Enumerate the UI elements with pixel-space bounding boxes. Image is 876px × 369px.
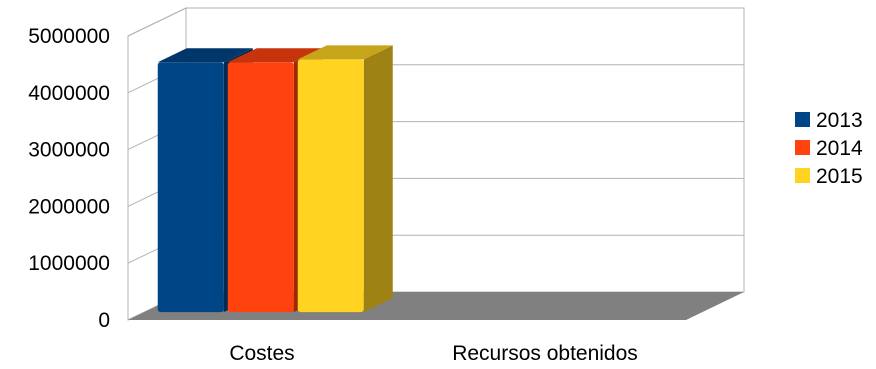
legend-swatch (795, 112, 810, 127)
x-axis-category-labels: Costes Recursos obtenidos (229, 342, 638, 365)
legend-swatch (795, 140, 810, 155)
bar-side (363, 45, 393, 313)
bars (157, 45, 393, 313)
legend-label: 2013 (816, 109, 863, 132)
x-category-label: Costes (229, 342, 294, 364)
y-tick-label: 0 (98, 309, 110, 332)
y-tick-label: 5000000 (28, 25, 110, 48)
y-tick-label: 4000000 (28, 82, 110, 105)
bar-top (297, 45, 393, 60)
legend-label: 2014 (816, 137, 863, 160)
legend-label: 2015 (816, 165, 863, 188)
bar-top (157, 48, 253, 63)
bar-2015-Costes (297, 45, 393, 313)
y-tick-label: 1000000 (28, 252, 110, 275)
x-category-label: Recursos obtenidos (452, 342, 638, 364)
bar-top (227, 48, 323, 63)
bar-front (297, 59, 364, 313)
legend-swatch (795, 168, 810, 183)
y-tick-label: 3000000 (28, 139, 110, 162)
y-axis-tick-labels: 0 1000000 2000000 3000000 4000000 5000000 (28, 25, 110, 332)
legend: 2013 2014 2015 (795, 109, 863, 188)
bar-front (227, 62, 294, 313)
gridline (127, 7, 744, 37)
bar-front (157, 62, 224, 313)
y-tick-label: 2000000 (28, 195, 110, 218)
